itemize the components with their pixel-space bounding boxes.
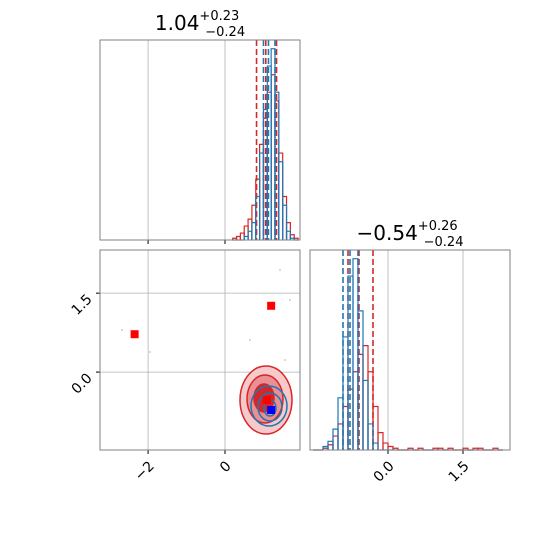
title-value: −0.54 xyxy=(357,221,418,245)
histogram-step xyxy=(372,442,379,450)
title-lower: −0.24 xyxy=(424,235,464,250)
sample-dot xyxy=(121,329,123,331)
title-upper: +0.26 xyxy=(418,219,458,234)
histogram-step xyxy=(462,447,469,450)
panel xyxy=(147,40,299,244)
histogram-step xyxy=(362,379,369,450)
marker xyxy=(262,396,271,404)
histogram-step xyxy=(392,447,399,450)
axes-frame xyxy=(309,249,511,451)
histogram-step xyxy=(407,447,414,450)
contour xyxy=(257,392,283,422)
axes-frame xyxy=(99,39,301,241)
sample-dot xyxy=(149,351,151,353)
marker xyxy=(267,406,276,414)
histogram-step xyxy=(282,204,288,240)
histogram-step xyxy=(289,237,295,240)
histogram-step xyxy=(477,447,484,450)
axes-frame xyxy=(99,249,301,451)
sample-dot xyxy=(249,339,251,341)
histogram-step xyxy=(492,447,499,450)
contour xyxy=(250,385,288,427)
histogram-step xyxy=(437,447,444,450)
histogram-step xyxy=(417,447,424,450)
sample-dot xyxy=(279,269,281,271)
histogram-step xyxy=(377,432,384,450)
histogram-step xyxy=(447,447,454,450)
sample-dot xyxy=(289,299,291,301)
marker xyxy=(130,330,139,339)
histogram-step xyxy=(367,423,374,450)
histogram-step xyxy=(278,161,284,240)
title-value: 1.04 xyxy=(155,11,200,35)
panel-title: 1.04+0.23 −0.24 xyxy=(155,9,245,40)
sample-dot xyxy=(284,359,286,361)
title-upper: +0.23 xyxy=(199,9,239,24)
title-lower: −0.24 xyxy=(205,25,245,40)
histogram-step xyxy=(285,230,291,240)
marker xyxy=(267,301,276,310)
panel-title: −0.54+0.26 −0.24 xyxy=(357,219,464,250)
